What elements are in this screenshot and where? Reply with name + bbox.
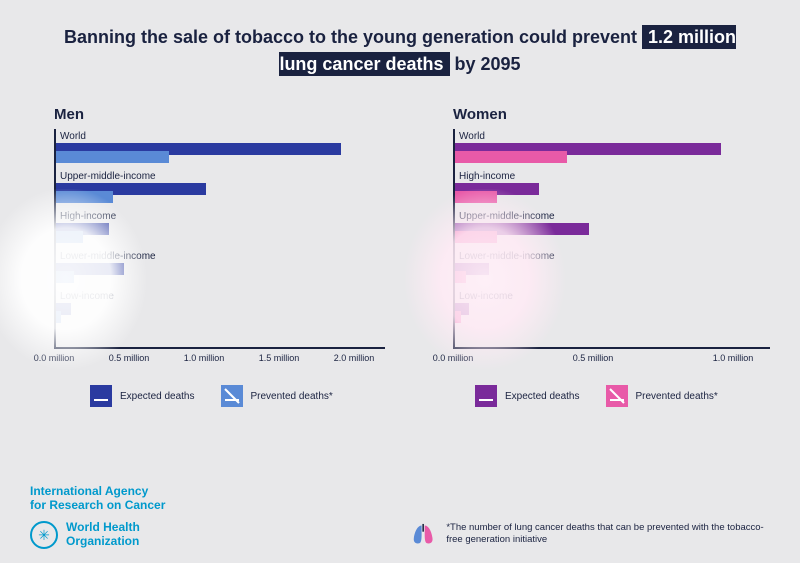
- no-cigarette-icon: [606, 385, 628, 407]
- category-row: High-income: [56, 209, 385, 249]
- category-label: World: [60, 131, 385, 142]
- x-tick: 1.0 million: [713, 353, 754, 363]
- iarc-logo: International Agency for Research on Can…: [30, 485, 165, 513]
- category-label: Upper-middle-income: [60, 171, 385, 182]
- who-line2: Organization: [66, 534, 139, 548]
- category-label: Low-income: [459, 291, 770, 302]
- cigarette-icon: [90, 385, 112, 407]
- logos: International Agency for Research on Can…: [30, 485, 165, 549]
- men-legend-expected: Expected deaths: [90, 385, 195, 407]
- category-row: Low-income: [455, 289, 770, 329]
- x-tick: 1.0 million: [184, 353, 225, 363]
- category-row: World: [455, 129, 770, 169]
- category-row: High-income: [455, 169, 770, 209]
- x-tick: 0.0 million: [433, 353, 474, 363]
- category-label: High-income: [60, 211, 385, 222]
- women-chart-title: Women: [453, 106, 770, 123]
- women-legend-prevented-label: Prevented deaths*: [636, 391, 718, 402]
- iarc-line1: International Agency: [30, 484, 148, 498]
- headline-post: by 2095: [450, 54, 521, 74]
- women-legend: Expected deaths Prevented deaths*: [475, 385, 770, 407]
- category-label: Lower-middle-income: [60, 251, 385, 262]
- women-legend-prevented: Prevented deaths*: [606, 385, 718, 407]
- category-label: High-income: [459, 171, 770, 182]
- iarc-line2: for Research on Cancer: [30, 498, 165, 512]
- category-row: Low-income: [56, 289, 385, 329]
- bar-prevented: [455, 191, 497, 203]
- category-label: Upper-middle-income: [459, 211, 770, 222]
- men-legend-prevented-label: Prevented deaths*: [251, 391, 333, 402]
- headline-pre: Banning the sale of tobacco to the young…: [64, 27, 642, 47]
- lungs-icon: [410, 519, 436, 549]
- charts-container: Men World Upper-middle-income High-income L…: [0, 78, 800, 407]
- bar-prevented: [56, 311, 61, 323]
- men-chart: Men World Upper-middle-income High-income L…: [30, 106, 385, 407]
- category-row: Lower-middle-income: [455, 249, 770, 289]
- bar-prevented: [56, 151, 169, 163]
- x-tick: 1.5 million: [259, 353, 300, 363]
- men-legend-expected-label: Expected deaths: [120, 391, 195, 402]
- x-tick: 0.5 million: [109, 353, 150, 363]
- footnote-text: *The number of lung cancer deaths that c…: [446, 522, 770, 547]
- category-row: World: [56, 129, 385, 169]
- cigarette-icon: [475, 385, 497, 407]
- who-emblem-icon: ✳: [30, 521, 58, 549]
- category-label: Lower-middle-income: [459, 251, 770, 262]
- bar-prevented: [56, 191, 113, 203]
- bar-prevented: [455, 151, 567, 163]
- who-line1: World Health: [66, 520, 140, 534]
- women-legend-expected: Expected deaths: [475, 385, 580, 407]
- bar-prevented: [455, 311, 461, 323]
- x-tick: 0.0 million: [34, 353, 75, 363]
- men-x-axis: 0.0 million0.5 million1.0 million1.5 mil…: [54, 349, 385, 373]
- who-text: World Health Organization: [66, 521, 140, 549]
- category-row: Lower-middle-income: [56, 249, 385, 289]
- men-bars-area: World Upper-middle-income High-income Lower…: [54, 129, 385, 349]
- bar-prevented: [56, 231, 83, 243]
- category-label: World: [459, 131, 770, 142]
- women-legend-expected-label: Expected deaths: [505, 391, 580, 402]
- bar-prevented: [455, 231, 497, 243]
- women-bars-area: World High-income Upper-middle-income Lower…: [453, 129, 770, 349]
- women-x-axis: 0.0 million0.5 million1.0 million: [453, 349, 770, 373]
- category-row: Upper-middle-income: [56, 169, 385, 209]
- no-cigarette-icon: [221, 385, 243, 407]
- bar-prevented: [56, 271, 74, 283]
- footer: International Agency for Research on Can…: [30, 485, 770, 549]
- women-chart: Women World High-income Upper-middle-incom…: [415, 106, 770, 407]
- men-legend-prevented: Prevented deaths*: [221, 385, 333, 407]
- category-row: Upper-middle-income: [455, 209, 770, 249]
- who-logo-block: ✳ World Health Organization: [30, 521, 165, 549]
- x-tick: 0.5 million: [573, 353, 614, 363]
- men-chart-title: Men: [54, 106, 385, 123]
- men-legend: Expected deaths Prevented deaths*: [90, 385, 385, 407]
- footnote-block: *The number of lung cancer deaths that c…: [410, 519, 770, 549]
- headline: Banning the sale of tobacco to the young…: [0, 0, 800, 78]
- category-label: Low-income: [60, 291, 385, 302]
- x-tick: 2.0 million: [334, 353, 375, 363]
- bar-prevented: [455, 271, 466, 283]
